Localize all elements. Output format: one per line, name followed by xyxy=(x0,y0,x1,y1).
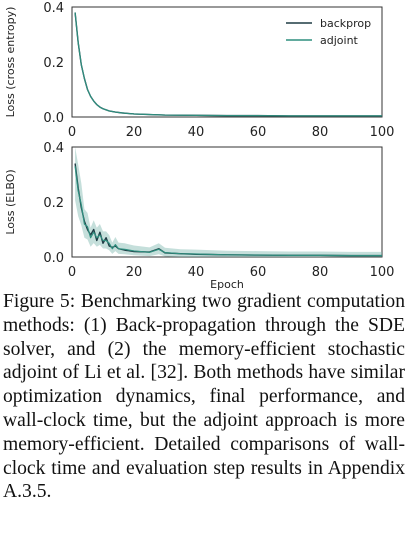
series-line-adjoint xyxy=(74,12,382,117)
x-axis-label: Epoch xyxy=(210,278,244,290)
chart-1: 0 20 40 60 80 100 0.0 0.2 0.4 Loss (cross entropy… xyxy=(4,1,394,140)
legend-label-adjoint: adjoint xyxy=(320,34,359,47)
confidence-band xyxy=(75,147,382,257)
x-tick-label: 80 xyxy=(312,125,329,140)
chart-2: 0 20 40 60 80 100 0.0 0.2 0.4 Loss (ELBO) Epoch xyxy=(4,141,394,290)
y-tick-label: 0.4 xyxy=(43,1,64,16)
plot-frame xyxy=(71,6,383,118)
x-tick-label: 100 xyxy=(370,265,395,280)
x-tick-label: 100 xyxy=(370,125,395,140)
x-tick-label: 40 xyxy=(188,125,205,140)
x-tick-label: 0 xyxy=(68,125,76,140)
x-tick-label: 40 xyxy=(188,265,205,280)
x-tick-label: 0 xyxy=(68,265,76,280)
y-tick-label: 0.4 xyxy=(43,141,64,156)
y-tick-label: 0.0 xyxy=(43,111,64,126)
y-tick-label: 0.2 xyxy=(43,196,64,211)
x-tick-label: 80 xyxy=(312,265,329,280)
y-axis-label: Loss (ELBO) xyxy=(4,169,17,234)
plot-frame xyxy=(71,146,383,258)
y-tick-label: 0.2 xyxy=(43,56,64,71)
x-tick-label: 60 xyxy=(250,125,267,140)
series-line-backprop xyxy=(74,163,382,257)
y-tick-label: 0.0 xyxy=(43,251,64,266)
figure-5-charts: 0 20 40 60 80 100 0.0 0.2 0.4 Loss (cross entropy… xyxy=(4,1,394,290)
x-tick-label: 60 xyxy=(250,265,267,280)
x-tick-label: 20 xyxy=(126,265,143,280)
legend: backprop adjoint xyxy=(286,17,371,47)
figure-caption: Figure 5: Benchmarking two gradient comp… xyxy=(3,291,405,503)
legend-label-backprop: backprop xyxy=(320,17,371,30)
x-tick-label: 20 xyxy=(126,125,143,140)
series-line-adjoint xyxy=(74,166,382,257)
y-axis-label: Loss (cross entropy) xyxy=(4,7,17,118)
